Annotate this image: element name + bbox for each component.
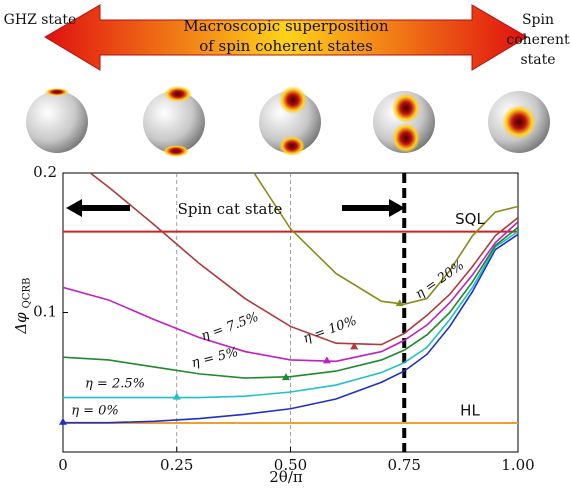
x-tick-label: 0	[58, 456, 68, 474]
y-tick-label: 0.2	[33, 163, 57, 181]
header: coherent	[506, 32, 570, 48]
header: state	[520, 52, 555, 68]
x-tick-label: 0.75	[388, 456, 421, 474]
clip-group	[63, 152, 518, 452]
x-tick-label: 0.25	[160, 456, 193, 474]
series-label: η = 20%	[413, 258, 467, 302]
series-label: η = 2.5%	[85, 377, 145, 392]
figure: Macroscopic superposition of spin cohere…	[0, 0, 571, 488]
x-tick-label: 1.00	[501, 456, 534, 474]
annotation: Spin cat state	[178, 200, 283, 218]
header: of spin coherent states	[199, 37, 373, 55]
annotation-arrow	[342, 199, 405, 217]
min-marker	[323, 356, 331, 363]
series-label: η = 0%	[71, 404, 119, 419]
spheres	[26, 86, 550, 157]
y-axis-label-sub: QCRB	[22, 278, 33, 309]
min-marker	[173, 393, 181, 400]
header: Spin	[522, 12, 554, 28]
h-line-label: SQL	[455, 210, 485, 228]
y-tick-label: 0.1	[33, 303, 57, 321]
min-marker	[59, 418, 67, 425]
h-line-label: HL	[460, 401, 480, 419]
y-axis-label: Δφ	[12, 312, 30, 335]
annotation-arrow	[66, 199, 130, 217]
header: Macroscopic superposition	[183, 17, 389, 35]
series-label: η = 7.5%	[199, 310, 260, 345]
x-tick-label: 0.50	[274, 456, 307, 474]
series-label: η = 5%	[190, 345, 240, 371]
y-axis-label: Δφ QCRB	[12, 278, 33, 335]
header: GHZ state	[4, 12, 77, 28]
series-line	[63, 222, 518, 362]
